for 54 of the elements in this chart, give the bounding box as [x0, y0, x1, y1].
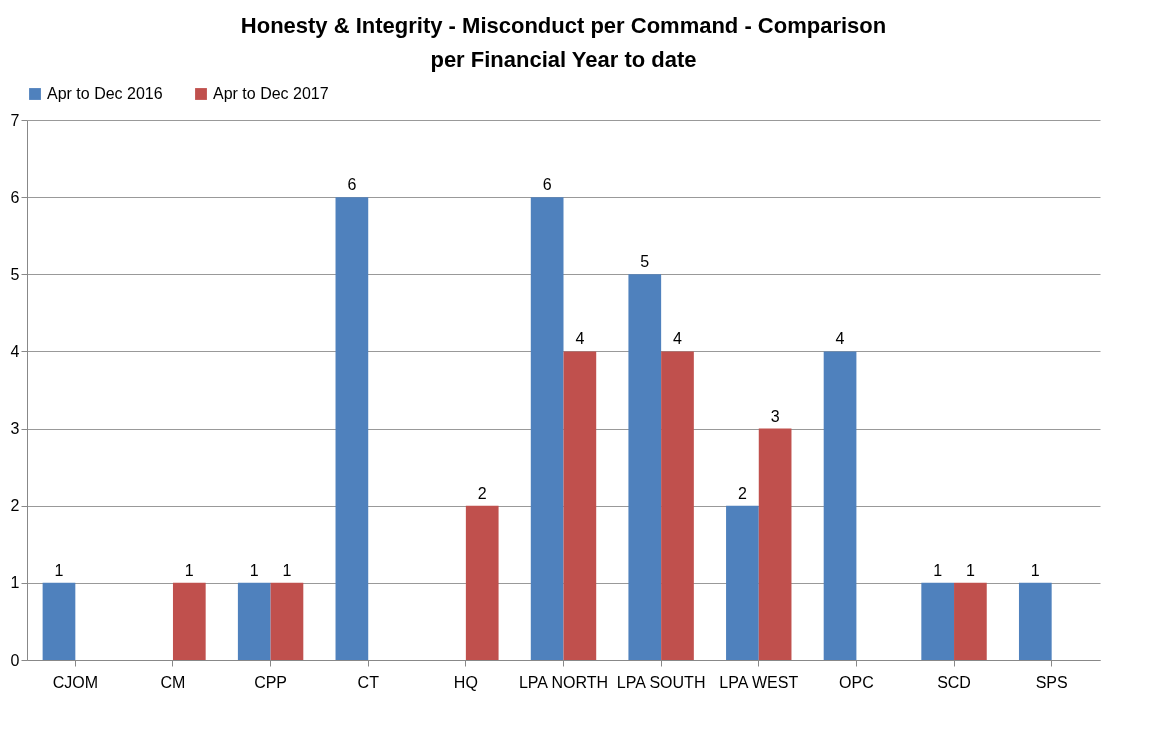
x-tick-label: CPP [254, 673, 288, 691]
data-label: 5 [640, 253, 650, 271]
x-tick-label: OPC [839, 673, 874, 691]
bar [1018, 582, 1052, 660]
data-label: 4 [835, 330, 845, 348]
bar [823, 351, 857, 660]
bar [726, 505, 759, 660]
legend-label: Apr to Dec 2017 [213, 85, 329, 102]
y-tick-label: 6 [10, 188, 20, 206]
bar [628, 274, 662, 660]
x-tick-label: LPA SOUTH [616, 673, 706, 691]
data-label: 4 [575, 330, 585, 348]
bar [270, 582, 304, 660]
y-tick-label: 3 [10, 420, 20, 438]
data-label: 3 [770, 407, 780, 425]
y-tick-label: 4 [10, 342, 20, 360]
data-label: 1 [54, 561, 64, 579]
data-label: 2 [477, 484, 487, 502]
bar [172, 582, 206, 660]
x-tick-label: CJOM [52, 673, 98, 691]
bar [563, 351, 597, 660]
x-tick-label: CM [160, 673, 186, 691]
x-tick-label: LPA NORTH [518, 673, 609, 691]
y-tick-label: 0 [10, 651, 20, 669]
data-label: 6 [542, 176, 552, 194]
data-label: 1 [965, 561, 975, 579]
y-tick-label: 7 [10, 111, 20, 129]
bar [954, 582, 987, 660]
y-tick-label: 1 [10, 574, 20, 592]
bar [335, 197, 369, 660]
legend-label: Apr to Dec 2016 [47, 85, 163, 102]
data-label: 6 [347, 176, 357, 194]
bar [661, 351, 694, 660]
bar [237, 582, 271, 660]
data-label: 1 [933, 561, 943, 579]
bar [758, 428, 792, 660]
data-label: 1 [184, 561, 194, 579]
data-label: 4 [673, 330, 683, 348]
x-tick-label: SPS [1035, 673, 1068, 691]
x-tick-label: SCD [937, 673, 971, 691]
data-label: 2 [737, 484, 747, 502]
bar [530, 197, 564, 660]
x-tick-label: LPA WEST [719, 673, 799, 691]
y-tick-label: 5 [10, 265, 20, 283]
y-tick-label: 2 [10, 497, 20, 515]
data-label: 1 [1030, 561, 1040, 579]
bar [42, 582, 76, 660]
x-tick-label: CT [357, 673, 380, 691]
data-label: 1 [282, 561, 292, 579]
data-label: 1 [249, 561, 259, 579]
x-tick-label: HQ [453, 673, 478, 691]
chart-title: Honesty & Integrity - Misconduct per Command - Comparison per Financial Year to date [240, 13, 887, 72]
bar [465, 505, 499, 660]
bar [921, 582, 955, 660]
